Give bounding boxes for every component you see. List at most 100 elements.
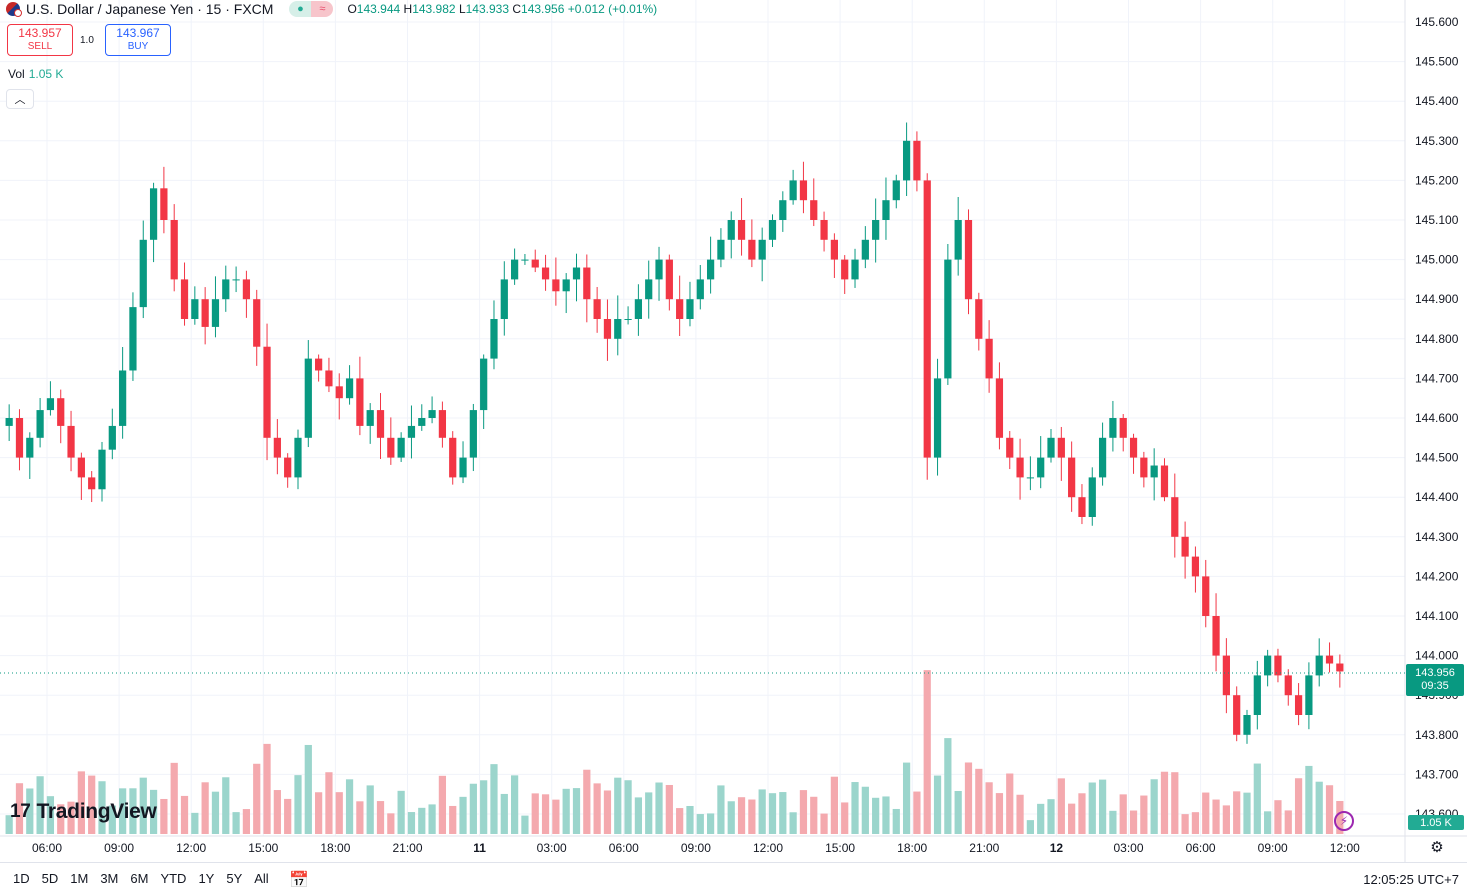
volume-bar xyxy=(902,762,911,834)
range-1m[interactable]: 1M xyxy=(70,871,89,886)
volume-tag: 1.05 K xyxy=(1408,815,1464,830)
market-status-pill[interactable]: ● ≈ xyxy=(289,1,334,17)
approx-icon: ≈ xyxy=(311,1,334,17)
candle-body xyxy=(232,279,240,281)
x-tick-label: 18:00 xyxy=(897,841,927,855)
y-tick-label: 144.600 xyxy=(1415,411,1459,425)
candle-body xyxy=(5,418,13,426)
buy-price: 143.967 xyxy=(116,26,160,40)
collapse-legend-button[interactable]: ︿ xyxy=(6,89,34,109)
y-tick-label: 144.500 xyxy=(1415,451,1459,465)
volume-bar xyxy=(923,670,931,834)
buy-button[interactable]: 143.967 BUY xyxy=(105,24,171,56)
volume-bar xyxy=(490,764,498,834)
candle-body xyxy=(139,239,147,308)
volume-bar xyxy=(1088,782,1096,834)
candle-body xyxy=(1171,497,1179,537)
candle-body xyxy=(882,200,890,220)
range-all[interactable]: All xyxy=(254,871,269,886)
goto-date-calendar-icon[interactable]: 📅 xyxy=(289,872,309,889)
volume-bar xyxy=(335,792,343,834)
volume-bar xyxy=(345,779,354,834)
candle-body xyxy=(913,140,921,181)
sell-button[interactable]: 143.957 SELL xyxy=(7,24,73,56)
candle-body xyxy=(603,319,612,339)
volume-bar xyxy=(1150,779,1158,834)
settings-gear-icon[interactable]: ⚙ xyxy=(1430,839,1444,856)
range-1d[interactable]: 1D xyxy=(13,871,30,886)
volume-bar xyxy=(892,808,900,834)
volume-bar xyxy=(696,814,704,834)
volume-bar xyxy=(603,790,612,834)
range-5d[interactable]: 5D xyxy=(41,871,59,886)
volume-bar xyxy=(253,763,261,834)
range-ytd[interactable]: YTD xyxy=(160,871,187,886)
candle-body xyxy=(1006,437,1014,458)
y-tick-label: 144.000 xyxy=(1415,649,1459,663)
volume-bar xyxy=(46,796,55,834)
candle-body xyxy=(964,220,973,300)
y-tick-label: 143.800 xyxy=(1415,728,1459,742)
volume-bar xyxy=(191,812,199,834)
volume-bar xyxy=(77,771,85,834)
volume-bar xyxy=(407,812,416,834)
x-tick-label: 18:00 xyxy=(320,841,350,855)
volume-bar xyxy=(325,772,333,834)
candle-body xyxy=(304,358,312,438)
volume-bar xyxy=(841,802,849,834)
candle-body xyxy=(624,319,632,320)
volume-bar xyxy=(129,788,137,834)
candle-body xyxy=(1109,418,1117,438)
candle-body xyxy=(851,259,859,280)
volume-bar xyxy=(284,798,292,834)
candle-body xyxy=(397,437,405,458)
lightning-icon[interactable]: ⚡ xyxy=(1334,811,1354,831)
candle-body xyxy=(1140,457,1148,478)
range-selector: 1D 5D 1M 3M 6M YTD 1Y 5Y All xyxy=(13,871,269,886)
volume-bar xyxy=(995,793,1004,834)
candle-body xyxy=(1057,437,1065,458)
volume-bar xyxy=(119,788,127,834)
candle-body xyxy=(88,477,96,490)
volume-bar xyxy=(1212,799,1220,834)
candle-body xyxy=(1191,556,1200,577)
y-tick-label: 145.400 xyxy=(1415,94,1459,108)
candle-body xyxy=(676,299,684,319)
volume-bar xyxy=(933,775,942,834)
y-tick-label: 143.700 xyxy=(1415,767,1459,781)
x-tick-label: 15:00 xyxy=(825,841,855,855)
volume-bar xyxy=(768,793,777,834)
volume-bar xyxy=(366,785,374,834)
volume-bar xyxy=(160,798,168,834)
price-chart[interactable]: 145.600 145.500 145.400 145.300 145.200 145.1… xyxy=(0,0,1467,862)
range-5y[interactable]: 5Y xyxy=(226,871,243,886)
volume-bar xyxy=(572,788,581,834)
y-tick-label: 144.300 xyxy=(1415,530,1459,544)
candle-body xyxy=(1305,675,1313,715)
symbol-title[interactable]: U.S. Dollar / Japanese Yen · 15 · FXCM xyxy=(26,1,274,17)
range-1y[interactable]: 1Y xyxy=(198,871,215,886)
volume-bar xyxy=(913,791,921,834)
volume-bar xyxy=(469,783,477,834)
volume-bar xyxy=(1305,765,1313,834)
buy-label: BUY xyxy=(127,41,149,52)
candle-body xyxy=(655,259,663,280)
volume-bar xyxy=(944,738,952,834)
candle-body xyxy=(1243,715,1251,735)
range-6m[interactable]: 6M xyxy=(130,871,149,886)
candle-body xyxy=(180,279,189,319)
candle-body xyxy=(552,279,560,292)
volume-bar xyxy=(222,777,230,834)
candle-body xyxy=(830,239,838,260)
candle-body xyxy=(1325,655,1334,664)
sell-price: 143.957 xyxy=(18,26,62,40)
candle-body xyxy=(98,449,106,490)
clock-timezone[interactable]: 12:05:25 UTC+7 xyxy=(1363,872,1459,887)
range-3m[interactable]: 3M xyxy=(100,871,119,886)
candle-body xyxy=(356,378,364,426)
volume-bar xyxy=(98,781,106,834)
volume-bar xyxy=(1233,791,1241,834)
candle-body xyxy=(1202,576,1210,616)
candle-body xyxy=(1284,675,1292,696)
candle-body xyxy=(1026,477,1034,479)
